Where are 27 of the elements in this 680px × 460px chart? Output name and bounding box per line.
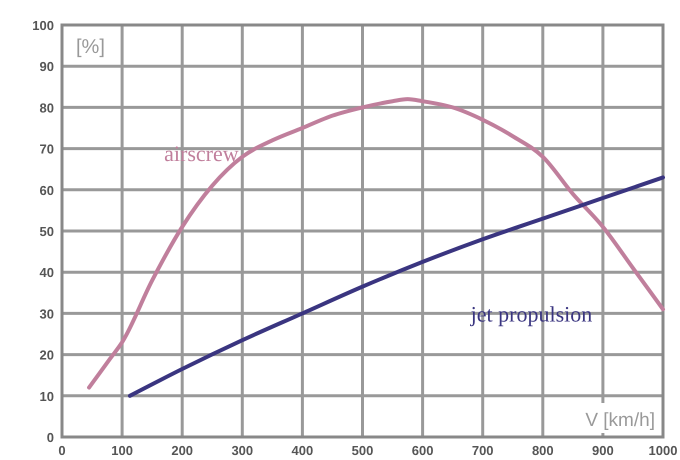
x-tick-label: 800 bbox=[532, 443, 554, 458]
y-tick-label: 90 bbox=[40, 59, 54, 74]
text: jet propulsion bbox=[470, 302, 592, 327]
y-axis-title: [%] bbox=[76, 36, 105, 58]
y-tick-label: 0 bbox=[46, 430, 54, 445]
y-tick-label: 100 bbox=[32, 18, 54, 33]
y-tick-label: 70 bbox=[40, 142, 54, 157]
y-tick-label: 20 bbox=[40, 348, 54, 363]
y-tick-label: 60 bbox=[40, 182, 54, 198]
x-tick-label: 600 bbox=[412, 443, 434, 458]
y-tick-label: 80 bbox=[40, 100, 54, 116]
line-series bbox=[87, 97, 665, 390]
x-tick-label: 700 bbox=[472, 443, 494, 458]
line-series bbox=[128, 175, 665, 398]
x-tick-label: 300 bbox=[231, 443, 254, 458]
y-tick-label: 30 bbox=[40, 306, 54, 322]
y-tick-label: 10 bbox=[40, 388, 54, 404]
x-axis-title: V [km/h] bbox=[585, 410, 655, 431]
x-tick-label: 500 bbox=[352, 443, 374, 458]
x-tick-label: 200 bbox=[171, 443, 194, 458]
y-tick-label: 40 bbox=[40, 265, 54, 280]
x-tick-label: 0 bbox=[58, 443, 66, 458]
x-tick-label: 900 bbox=[592, 443, 614, 458]
y-tick-label: 50 bbox=[40, 224, 54, 239]
x-tick-label: 400 bbox=[292, 443, 314, 458]
x-tick-label: 100 bbox=[111, 443, 133, 458]
x-tick-label: 1000 bbox=[648, 443, 678, 458]
